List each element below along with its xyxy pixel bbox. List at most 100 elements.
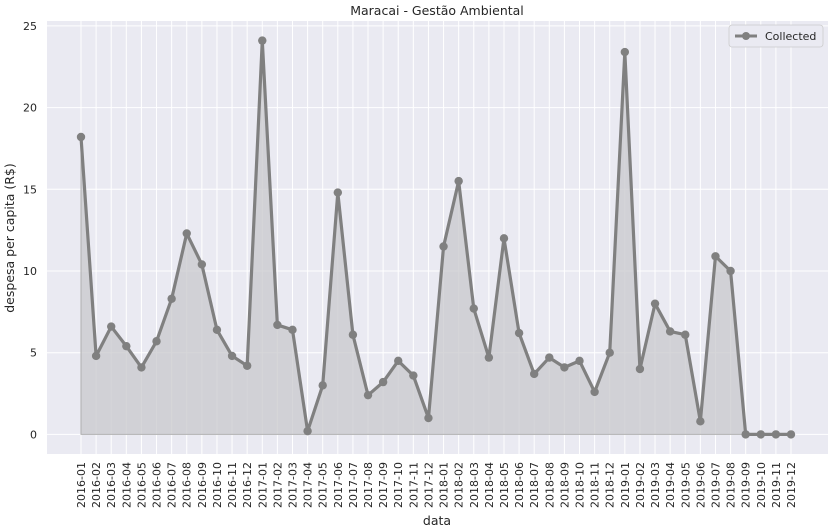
- x-tick-label: 2018-12: [604, 462, 617, 508]
- y-axis-label: despesa per capita (R$): [2, 163, 17, 313]
- x-tick-label: 2016-06: [151, 462, 164, 508]
- data-point: [786, 430, 796, 439]
- x-tick-label: 2019-04: [664, 462, 677, 508]
- y-tick-label: 10: [23, 265, 37, 278]
- x-tick-label: 2019-09: [740, 462, 753, 508]
- y-tick-label: 25: [23, 20, 37, 33]
- data-point: [711, 252, 720, 261]
- x-tick-label: 2018-08: [543, 462, 556, 508]
- x-tick-label: 2017-10: [392, 462, 405, 508]
- x-tick-label: 2019-05: [679, 462, 692, 508]
- data-point: [439, 242, 448, 251]
- data-point: [454, 176, 463, 186]
- y-tick-label: 5: [30, 347, 37, 360]
- data-point: [258, 36, 267, 45]
- x-tick-label: 2017-04: [302, 462, 315, 508]
- legend-point-marker: [742, 32, 750, 40]
- data-point: [514, 328, 524, 338]
- x-tick-label: 2018-09: [558, 462, 571, 508]
- legend: Collected: [728, 24, 824, 48]
- x-tick-label: 2019-03: [649, 462, 662, 508]
- data-point: [394, 356, 403, 366]
- data-point: [575, 356, 584, 366]
- x-tick-label: 2018-01: [438, 462, 451, 508]
- x-tick-label: 2019-08: [725, 462, 738, 508]
- data-point: [348, 330, 358, 339]
- data-point: [227, 351, 237, 361]
- data-point: [590, 387, 599, 397]
- data-point: [545, 353, 554, 362]
- data-point: [499, 234, 509, 243]
- x-tick-label: 2016-09: [196, 462, 209, 508]
- data-point: [741, 430, 750, 439]
- x-tick-label: 2017-12: [422, 462, 435, 508]
- data-point: [333, 188, 343, 197]
- data-point: [529, 369, 539, 379]
- data-point: [363, 390, 373, 400]
- data-point: [726, 266, 735, 276]
- x-tick-label: 2017-05: [317, 462, 330, 508]
- data-point: [76, 132, 86, 142]
- x-tick-label: 2018-07: [528, 462, 541, 508]
- x-tick-label: 2019-11: [770, 462, 783, 508]
- data-point: [152, 337, 161, 346]
- legend-label-collected: Collected: [765, 30, 816, 43]
- data-point: [424, 413, 433, 423]
- x-tick-label: 2018-03: [468, 462, 481, 508]
- y-tick-labels: 0 5 10 15 20 25: [23, 20, 37, 441]
- data-point: [197, 260, 207, 269]
- data-point: [137, 363, 146, 372]
- data-point: [212, 325, 222, 335]
- data-point: [303, 426, 312, 436]
- x-tick-label: 2017-08: [362, 462, 375, 508]
- data-point: [771, 430, 781, 439]
- y-tick-label: 15: [23, 183, 37, 196]
- data-point: [665, 327, 675, 336]
- data-point: [635, 364, 645, 374]
- x-tick-label: 2019-01: [619, 462, 632, 508]
- data-point: [484, 353, 494, 362]
- data-point: [681, 330, 690, 339]
- x-tick-label: 2017-09: [377, 462, 390, 508]
- x-tick-label: 2016-03: [105, 462, 118, 508]
- series-collected: [76, 36, 796, 439]
- data-point: [107, 322, 116, 331]
- data-point: [91, 351, 101, 361]
- data-point: [469, 304, 478, 313]
- data-point: [122, 341, 131, 351]
- x-tick-label: 2016-07: [166, 462, 179, 508]
- x-tick-label: 2016-12: [241, 462, 254, 508]
- data-point: [605, 348, 614, 357]
- x-tick-label: 2017-07: [347, 462, 360, 508]
- x-tick-label: 2016-01: [75, 462, 88, 508]
- x-tick-label: 2019-12: [785, 462, 798, 508]
- data-point: [318, 381, 327, 390]
- x-tick-label: 2019-06: [694, 462, 707, 508]
- x-tick-label: 2019-02: [634, 462, 647, 508]
- chart-title: Maracai - Gestão Ambiental: [350, 3, 524, 18]
- data-point: [409, 371, 418, 380]
- x-tick-label: 2016-08: [181, 462, 194, 508]
- x-tick-label: 2018-05: [498, 462, 511, 508]
- x-tick-label: 2016-04: [120, 462, 133, 508]
- x-tick-label: 2016-11: [226, 462, 239, 508]
- x-tick-label: 2018-06: [513, 462, 526, 508]
- data-point: [560, 363, 569, 372]
- x-tick-label: 2016-05: [135, 462, 148, 508]
- x-tick-label: 2017-11: [407, 462, 420, 508]
- data-point: [378, 377, 388, 387]
- y-tick-label: 20: [23, 102, 37, 115]
- x-tick-label: 2016-10: [211, 462, 224, 508]
- x-tick-label: 2018-11: [589, 462, 602, 508]
- data-point: [182, 229, 191, 238]
- data-point: [288, 325, 297, 335]
- legend-box: [728, 24, 824, 48]
- data-point: [650, 299, 660, 308]
- x-axis-label: data: [423, 513, 451, 528]
- x-tick-label: 2017-02: [271, 462, 284, 508]
- data-point: [242, 361, 252, 370]
- x-tick-label: 2018-02: [453, 462, 466, 508]
- x-tick-label: 2017-01: [256, 462, 269, 508]
- data-point: [756, 430, 765, 439]
